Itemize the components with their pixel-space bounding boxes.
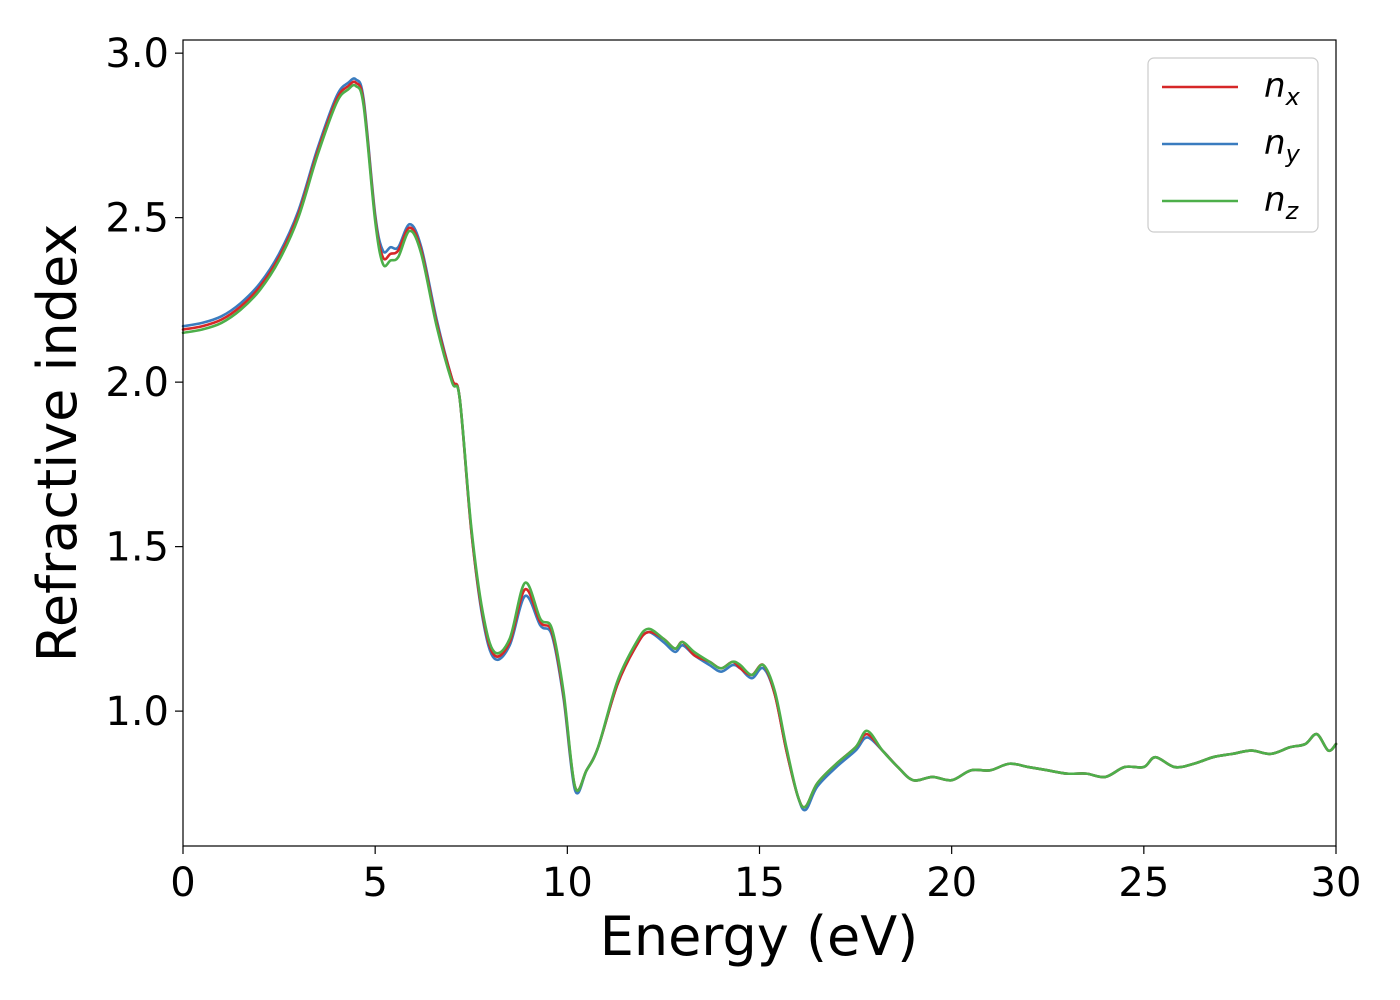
x-axis: 0 5 10 15 20 25 30	[170, 846, 1361, 906]
series-layer	[181, 77, 1338, 812]
legend: nx ny nz	[1147, 57, 1319, 233]
x-axis-title: Energy (eV)	[600, 905, 919, 968]
legend-label-z: nz	[1264, 180, 1300, 225]
legend-label-x: nx	[1264, 66, 1301, 111]
x-tick-label: 30	[1311, 860, 1362, 906]
y-tick-label: 2.0	[105, 360, 169, 406]
x-tick-label: 15	[734, 860, 785, 906]
y-tick-label: 1.5	[105, 525, 169, 571]
y-axis: 1.0 1.5 2.0 2.5 3.0	[105, 31, 183, 735]
legend-items: nx ny nz	[1162, 66, 1301, 225]
y-tick-label: 1.0	[105, 689, 169, 735]
y-axis-title: Refractive index	[26, 224, 89, 663]
y-tick-label: 2.5	[105, 196, 169, 242]
y-tick-label: 3.0	[105, 31, 169, 77]
x-tick-label: 20	[926, 860, 977, 906]
x-tick-label: 5	[362, 860, 387, 906]
legend-label-y: ny	[1264, 123, 1301, 168]
series-line-z	[181, 83, 1338, 809]
x-tick-label: 10	[542, 860, 593, 906]
x-tick-label: 0	[170, 860, 195, 906]
plot-background	[183, 40, 1336, 846]
x-tick-label: 25	[1118, 860, 1169, 906]
